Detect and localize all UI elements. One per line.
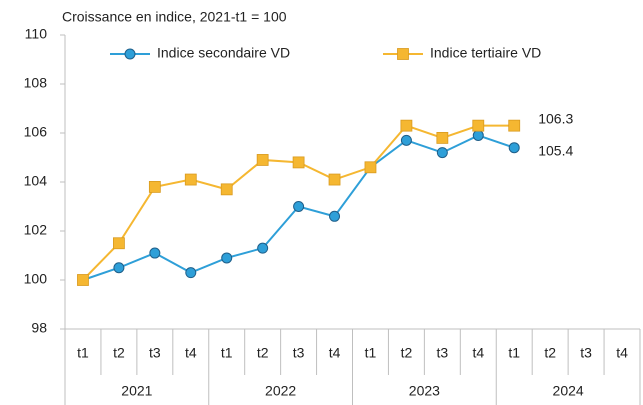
x-tick-label: t3	[293, 345, 305, 361]
data-label: 105.4	[538, 142, 573, 158]
x-tick-label: t2	[401, 345, 413, 361]
chart-title: Croissance en indice, 2021-t1 = 100	[62, 9, 287, 25]
legend-label: Indice tertiaire VD	[430, 45, 541, 61]
x-tick-label: t1	[508, 345, 520, 361]
point	[148, 180, 161, 193]
point	[149, 247, 161, 259]
x-tick-label: t1	[221, 345, 233, 361]
x-tick-label: t2	[257, 345, 269, 361]
point	[508, 142, 520, 154]
x-group-label: 2022	[265, 383, 296, 399]
y-tick-label: 100	[24, 271, 48, 287]
point	[472, 129, 484, 141]
point	[221, 252, 233, 264]
y-tick-label: 110	[25, 26, 48, 42]
x-tick-label: t3	[437, 345, 449, 361]
point	[329, 210, 341, 222]
point	[185, 267, 197, 279]
legend-label: Indice secondaire VD	[157, 45, 290, 61]
point	[400, 119, 413, 132]
x-tick-label: t2	[544, 345, 556, 361]
point	[364, 161, 377, 174]
point	[472, 119, 485, 132]
x-tick-label: t4	[185, 345, 197, 361]
y-tick-label: 98	[31, 320, 47, 336]
point	[113, 237, 125, 250]
point	[400, 134, 412, 146]
point	[293, 201, 305, 212]
x-tick-label: t4	[616, 345, 628, 361]
x-tick-label: t4	[329, 345, 341, 361]
y-tick-label: 104	[24, 173, 48, 189]
x-tick-label: t2	[113, 345, 125, 361]
legend-marker	[124, 48, 136, 60]
legend-marker	[397, 48, 409, 60]
point	[436, 147, 448, 159]
x-group-label: 2021	[121, 383, 152, 399]
y-tick-label: 106	[24, 124, 48, 140]
data-label: 106.3	[538, 110, 573, 126]
x-group-label: 2023	[409, 383, 440, 399]
point	[184, 173, 197, 186]
x-tick-label: t3	[580, 345, 592, 361]
point	[113, 262, 125, 274]
y-tick-label: 108	[24, 75, 48, 91]
point	[256, 154, 269, 166]
point	[508, 119, 521, 132]
x-tick-label: t4	[472, 345, 484, 361]
point	[292, 156, 305, 169]
x-tick-label: t1	[77, 345, 89, 361]
x-tick-label: t1	[365, 345, 377, 361]
y-tick-label: 102	[24, 222, 48, 238]
point	[328, 173, 341, 186]
point	[77, 274, 89, 286]
x-group-label: 2024	[553, 383, 584, 399]
point	[220, 183, 233, 196]
x-tick-label: t3	[149, 345, 161, 361]
point	[257, 242, 269, 254]
point	[436, 131, 449, 144]
